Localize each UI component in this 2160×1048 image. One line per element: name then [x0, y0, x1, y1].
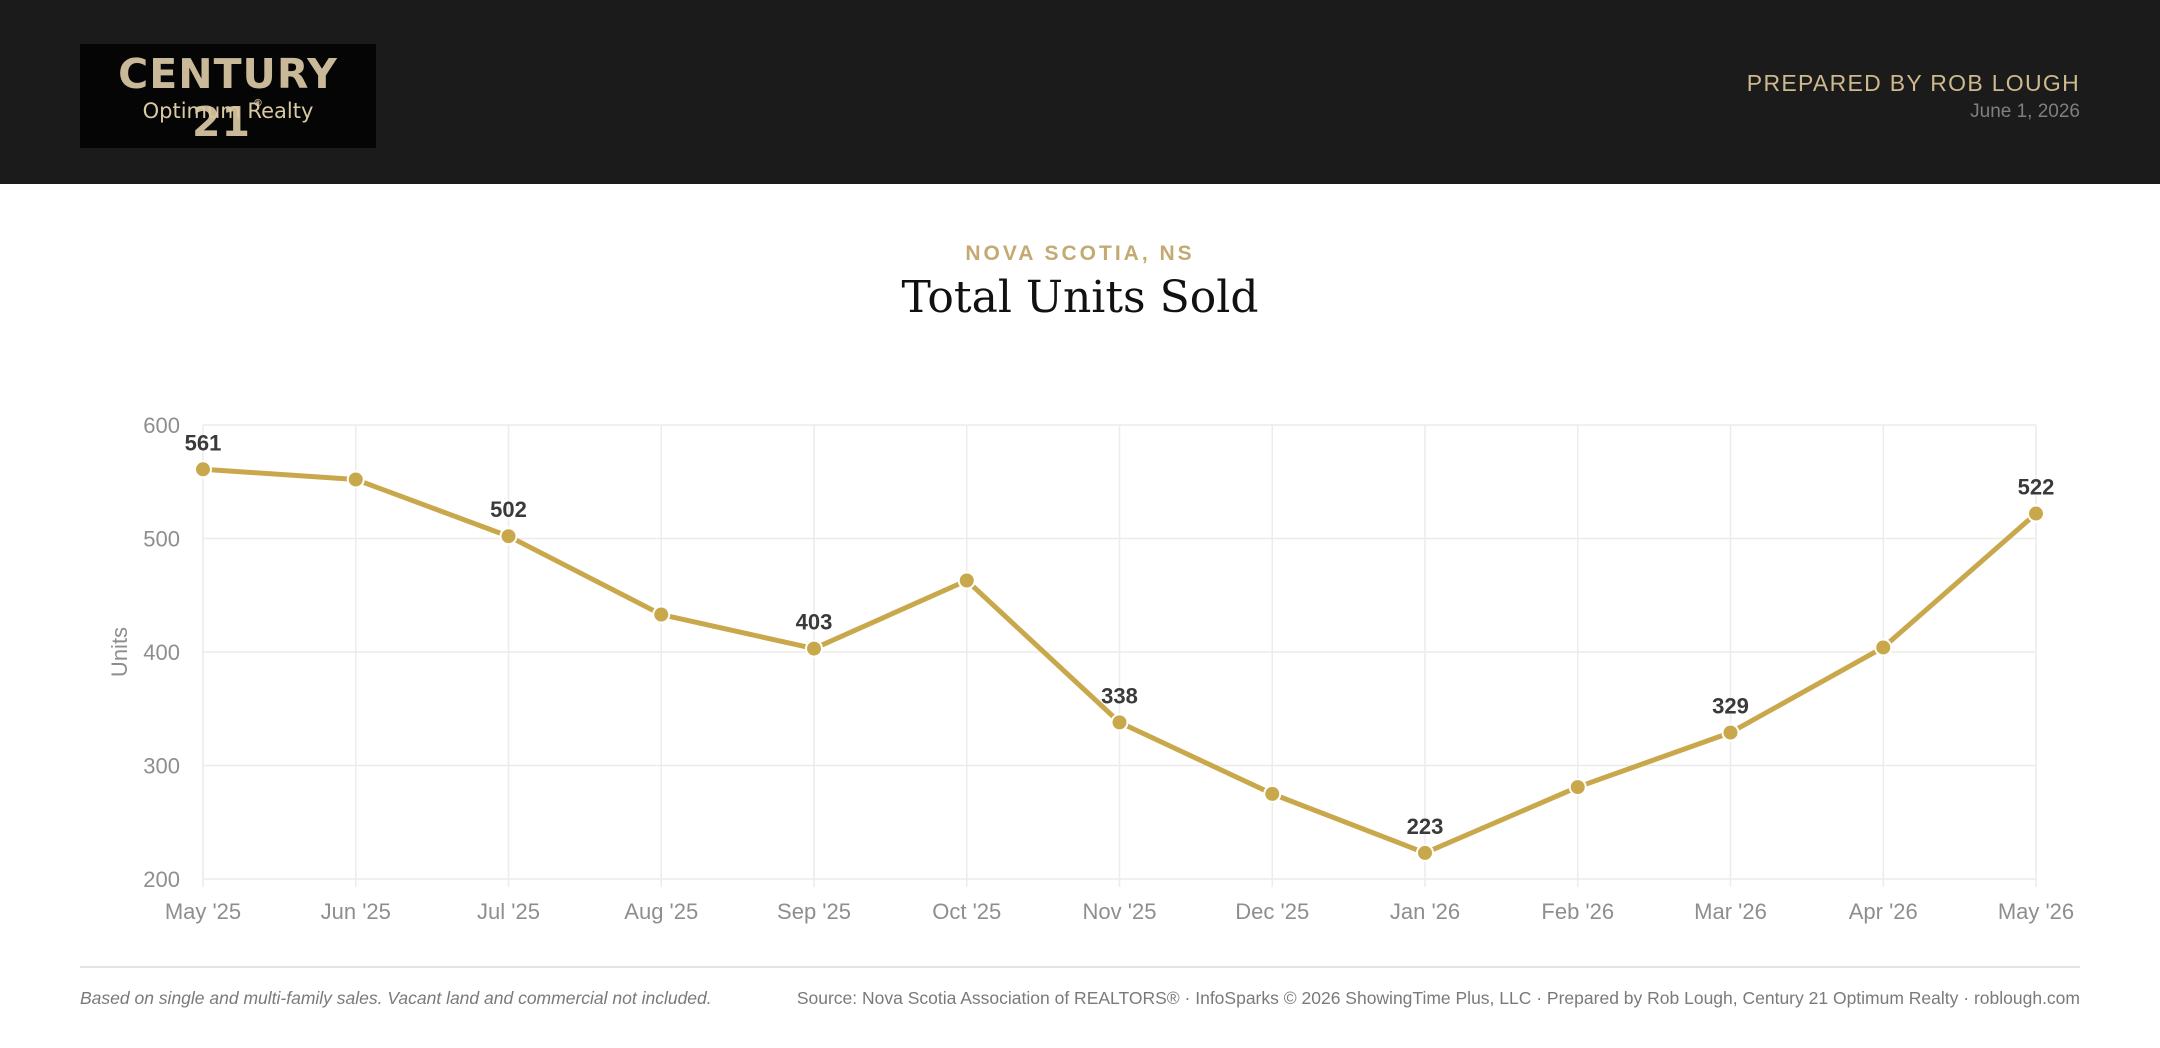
- data-point: [1568, 778, 1587, 797]
- y-tick-label: 500: [143, 527, 180, 552]
- x-tick-label: Feb '26: [1541, 899, 1614, 924]
- x-tick-label: Sep '25: [777, 899, 851, 924]
- data-label: 522: [2018, 475, 2055, 500]
- x-tick-label: Oct '25: [932, 899, 1001, 924]
- data-point: [1874, 638, 1893, 657]
- century21-logo: CENTURY 21 ® Optimum Realty: [80, 44, 376, 148]
- data-point: [1263, 784, 1282, 803]
- data-label: 223: [1407, 814, 1444, 839]
- x-tick-label: Jul '25: [477, 899, 540, 924]
- data-label: 338: [1101, 683, 1138, 708]
- data-point: [1416, 843, 1434, 862]
- data-point: [346, 470, 365, 489]
- x-tick-label: Mar '26: [1694, 899, 1767, 924]
- page-header: CENTURY 21 ® Optimum Realty PREPARED BY R…: [0, 0, 2160, 184]
- data-point: [1110, 713, 1129, 732]
- units-sold-line-chart: 600 500 400 300 200 May '25 Jun '25 Jul '25 Aug …: [107, 413, 2074, 924]
- footer-source: Source: Nova Scotia Association of REALT…: [796, 988, 2080, 1008]
- y-axis-label: Units: [107, 627, 132, 677]
- data-label: 403: [796, 610, 833, 635]
- footer-divider: [80, 966, 2080, 968]
- y-tick-label: 200: [143, 867, 180, 892]
- data-point: [499, 527, 518, 546]
- data-point: [194, 460, 212, 479]
- data-point: [1721, 723, 1740, 742]
- x-tick-label: Jun '25: [321, 899, 391, 924]
- x-tick-label: Apr '26: [1849, 899, 1918, 924]
- data-label: 502: [490, 497, 527, 522]
- prepared-by: PREPARED BY ROB LOUGH: [1746, 70, 2080, 96]
- logo-subtitle: Optimum Realty: [142, 99, 314, 123]
- y-tick-label: 400: [143, 640, 180, 665]
- data-label: 561: [185, 430, 222, 455]
- data-point: [652, 605, 671, 624]
- y-tick-label: 600: [143, 413, 180, 438]
- logo-brand-text: CENTURY 21 ®: [118, 50, 338, 146]
- data-point: [805, 639, 823, 658]
- y-tick-label: 300: [143, 754, 180, 779]
- data-label: 329: [1712, 694, 1749, 719]
- data-point: [957, 571, 976, 590]
- x-tick-label: Dec '25: [1235, 899, 1309, 924]
- data-point: [2027, 504, 2045, 523]
- x-tick-label: May '26: [1998, 899, 2074, 924]
- x-tick-label: Aug '25: [624, 899, 698, 924]
- region-label: NOVA SCOTIA, NS: [965, 242, 1195, 265]
- chart-title: Total Units Sold: [901, 272, 1259, 323]
- footer-note: Based on single and multi-family sales. …: [80, 988, 712, 1008]
- report-date: June 1, 2026: [1970, 101, 2080, 122]
- x-tick-label: Jan '26: [1390, 899, 1460, 924]
- x-tick-label: Nov '25: [1083, 899, 1157, 924]
- x-tick-label: May '25: [165, 899, 241, 924]
